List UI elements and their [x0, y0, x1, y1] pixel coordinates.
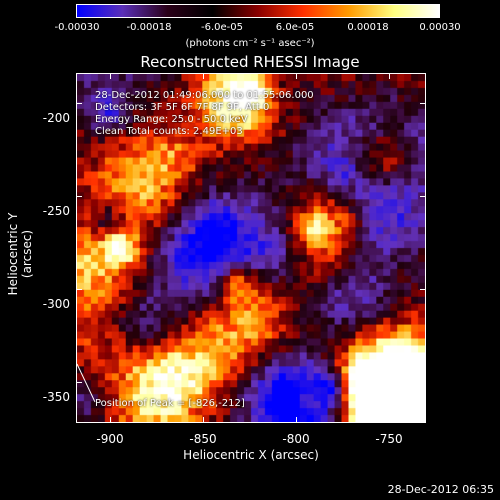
x-tick-label: -800: [282, 432, 310, 446]
y-tick-mark: [76, 382, 82, 384]
y-tick-mark: [420, 288, 426, 290]
y-tick-mark: [76, 195, 82, 197]
y-tick-mark: [420, 382, 426, 384]
x-tick-mark: [388, 73, 390, 79]
energy-range-text: Energy Range: 25.0 - 50.0 keV: [95, 114, 248, 125]
peak-position-text: Position of Peak = [-826,-212]: [95, 398, 245, 409]
x-tick-mark: [295, 417, 297, 423]
x-tick-mark: [295, 73, 297, 79]
y-tick-label: -300: [42, 297, 70, 311]
y-tick-label: -200: [42, 111, 70, 125]
colorbar-tick: 0.00030: [419, 22, 461, 33]
y-tick-mark: [420, 102, 426, 104]
y-tick-label: -350: [42, 390, 70, 404]
y-axis-label: Heliocentric Y (arcsec): [6, 212, 34, 296]
image-plot: 28-Dec-2012 01:49:06.000 to 01:55:06.000…: [76, 73, 426, 423]
x-axis-label: Heliocentric X (arcsec): [183, 448, 319, 462]
x-tick-mark: [109, 73, 111, 79]
colorbar-tick: -0.00030: [54, 22, 100, 33]
detectors-text: Detectors: 3F 5F 6F 7F 8F 9F, Att 0: [95, 102, 270, 113]
colorbar-tick: -0.00018: [126, 22, 172, 33]
colorbar-tick: -6.0e-05: [201, 22, 243, 33]
time-range-text: 28-Dec-2012 01:49:06.000 to 01:55:06.000: [95, 90, 314, 101]
x-tick-label: -850: [189, 432, 217, 446]
rhessi-image-heatmap: [77, 74, 425, 422]
colorbar: [76, 4, 440, 18]
timestamp: 28-Dec-2012 06:35: [387, 483, 494, 496]
peak-pointer-line: [77, 363, 96, 403]
x-tick-mark: [202, 73, 204, 79]
x-tick-label: -900: [96, 432, 124, 446]
colorbar-tick: 0.00018: [347, 22, 389, 33]
y-tick-mark: [76, 102, 82, 104]
x-tick-mark: [202, 417, 204, 423]
x-tick-mark: [109, 417, 111, 423]
y-tick-mark: [420, 195, 426, 197]
colorbar-tick: 6.0e-05: [275, 22, 315, 33]
x-tick-mark: [388, 417, 390, 423]
plot-title: Reconstructed RHESSI Image: [140, 53, 360, 71]
clean-counts-text: Clean Total counts: 2.49E+03: [95, 126, 243, 137]
y-tick-mark: [76, 288, 82, 290]
x-tick-label: -750: [375, 432, 403, 446]
colorbar-unit-label: (photons cm⁻² s⁻¹ asec⁻²): [185, 38, 315, 49]
y-tick-label: -250: [42, 204, 70, 218]
